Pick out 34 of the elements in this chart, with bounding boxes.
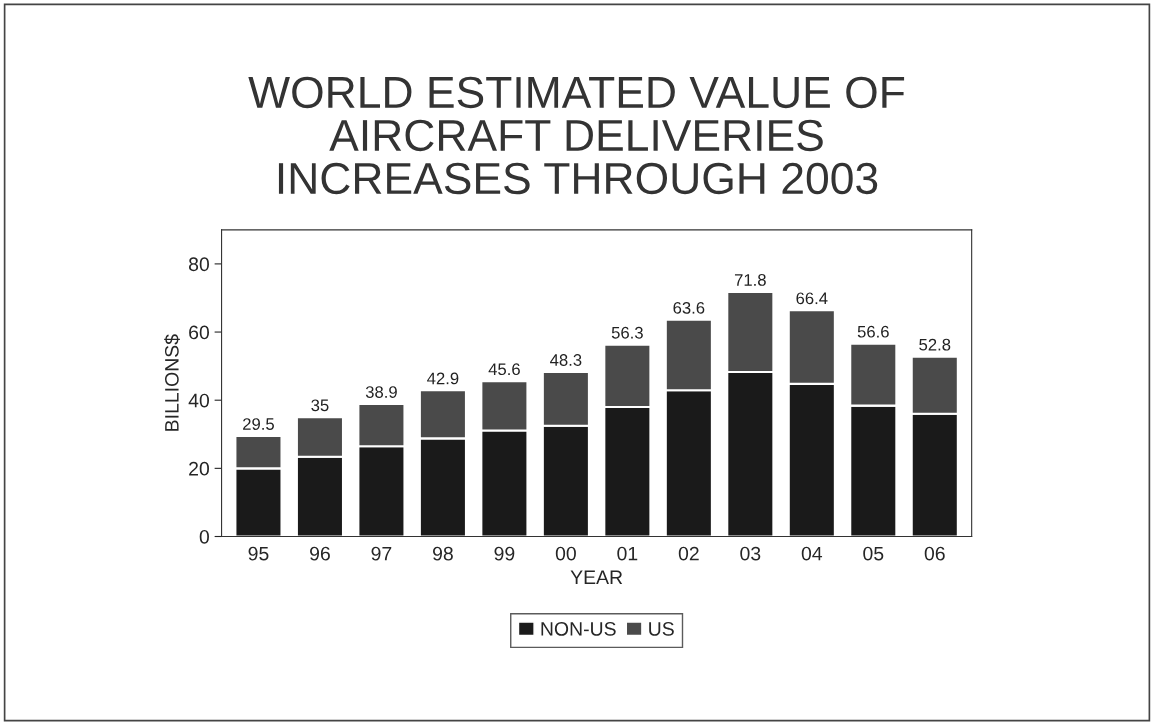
total-label: 66.4 <box>796 292 828 305</box>
total-label: 71.8 <box>734 274 766 286</box>
x-tick-label: 03 <box>740 546 761 561</box>
total-label: 35 <box>311 399 329 412</box>
y-axis-title: BILLIONS$ <box>164 334 180 431</box>
y-tick-label: 80 <box>188 257 209 272</box>
total-label: 52.8 <box>919 338 951 351</box>
x-tick-label: 00 <box>555 546 576 561</box>
y-tick-label: 0 <box>199 529 209 544</box>
total-label: 38.9 <box>365 386 397 398</box>
total-label: 48.3 <box>550 354 582 366</box>
x-tick-label: 97 <box>371 546 392 561</box>
legend-label: US <box>649 621 674 636</box>
x-axis-title: YEAR <box>570 570 623 584</box>
total-label: 42.9 <box>427 372 459 385</box>
x-tick-label: 99 <box>494 546 515 561</box>
total-label: 45.6 <box>488 363 520 376</box>
x-tick-label: 96 <box>310 546 330 561</box>
total-label: 56.6 <box>857 325 889 338</box>
x-tick-label: 01 <box>617 546 638 561</box>
x-tick-label: 04 <box>801 546 823 561</box>
y-tick-label: 60 <box>189 325 209 340</box>
x-tick-label: 02 <box>678 546 699 561</box>
x-tick-label: 95 <box>248 546 269 561</box>
total-label: 56.3 <box>611 326 643 339</box>
total-label: 63.6 <box>673 301 705 314</box>
x-tick-label: 98 <box>433 546 453 561</box>
x-tick-label: 05 <box>863 546 884 561</box>
total-label: 29.5 <box>243 418 274 430</box>
chart-title: WORLD ESTIMATED VALUE OF AIRCRAFT DELIVERIES INCREASES THROUGH 2003 <box>248 76 905 195</box>
y-tick-label: 40 <box>188 393 209 408</box>
x-tick-label: 06 <box>924 546 945 561</box>
y-tick-label: 20 <box>189 461 209 476</box>
legend-label: NON-US <box>541 621 616 636</box>
